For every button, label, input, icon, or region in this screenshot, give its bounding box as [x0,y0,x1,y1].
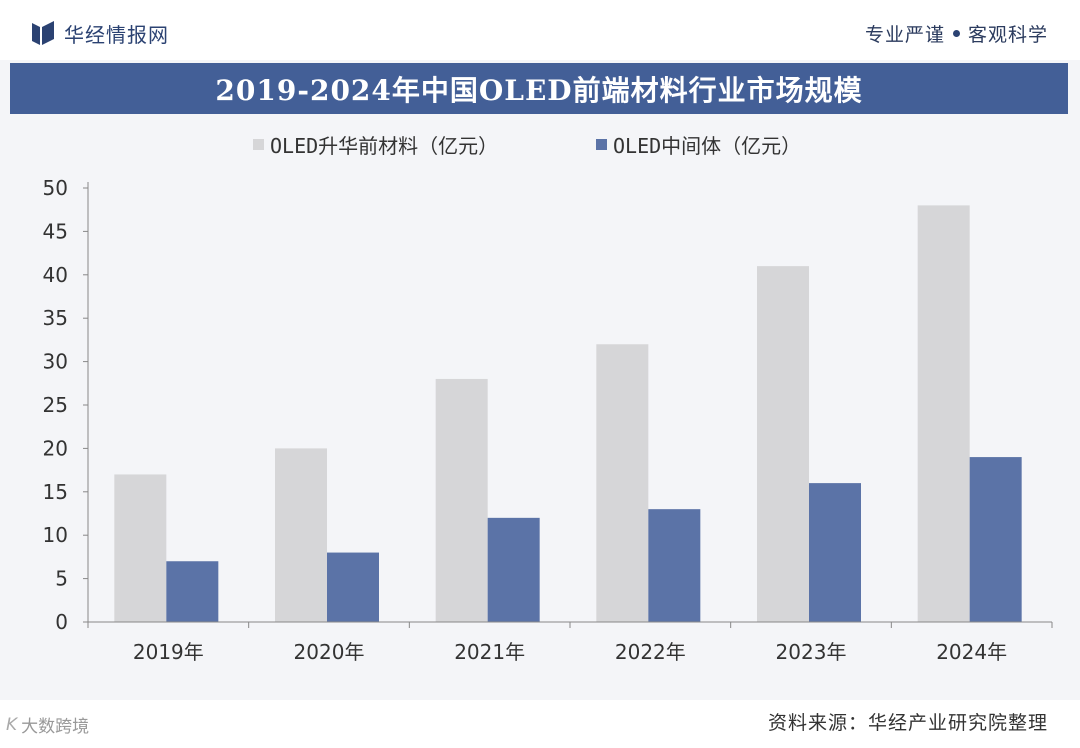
y-tick-label: 5 [55,567,68,591]
legend-swatch-series2 [596,139,607,150]
chart-title: 2019-2024年中国OLED前端材料行业市场规模 [10,63,1068,114]
credit-text: 大数跨境 [21,717,90,737]
y-tick-label: 20 [43,436,68,460]
footer: K 大数跨境 资料来源：华经产业研究院整理 [0,700,1080,748]
bar-series1 [435,378,488,622]
y-tick-label: 10 [43,523,68,547]
credit-icon: K [6,714,18,735]
chart-legend: OLED升华前材料（亿元） OLED中间体（亿元） [0,130,1080,160]
bar-series2 [487,517,540,622]
bar-chart: 0 5 10 15 20 25 30 35 40 45 50 2019年 2020年 2021年 2022年… [43,176,1053,664]
bar-series2 [809,483,861,622]
x-tick-label: 2024年 [936,640,1007,664]
bar-series2 [969,457,1022,622]
y-tick-label: 40 [43,263,68,287]
x-tick-label: 2023年 [776,640,847,664]
credit-watermark: K 大数跨境 [6,712,90,738]
legend-item-series2: OLED中间体（亿元） [596,130,801,159]
slogan-left: 专业严谨 [864,24,945,46]
x-tick-label: 2021年 [454,640,525,664]
brand-name: 华经情报网 [64,22,169,47]
top-header: 华经情报网 专业严谨 客观科学 [0,0,1080,60]
bar-series1 [917,205,970,623]
legend-swatch-series1 [253,139,264,150]
x-tick-label: 2020年 [294,640,365,664]
bar-series1 [114,474,167,622]
y-tick-label: 15 [43,480,68,504]
x-tick-label: 2022年 [615,640,686,664]
bar-series2 [327,552,379,622]
y-tick-label: 50 [43,176,68,200]
legend-label-series1: OLED升华前材料（亿元） [270,134,499,158]
bar-series1 [275,448,327,622]
slogan: 专业严谨 客观科学 [865,20,1048,47]
legend-label-series2: OLED中间体（亿元） [613,134,802,158]
y-tick-label: 45 [43,219,68,243]
legend-item-series1: OLED升华前材料（亿元） [253,130,498,159]
y-tick-label: 25 [43,393,68,417]
x-tick-label: 2019年 [133,640,204,664]
source-note: 资料来源：华经产业研究院整理 [767,712,1048,734]
slogan-right: 客观科学 [967,24,1048,46]
y-tick-label: 35 [43,306,68,330]
bar-series1 [596,344,649,622]
slogan-dot-icon [952,30,960,37]
y-tick-label: 0 [55,610,68,634]
bar-series2 [648,509,701,622]
bar-series1 [757,266,809,622]
y-tick-label: 30 [43,350,68,374]
brand-logo: 华经情报网 [32,18,169,48]
bar-series2 [166,561,219,622]
brand-logo-icon [32,21,54,45]
